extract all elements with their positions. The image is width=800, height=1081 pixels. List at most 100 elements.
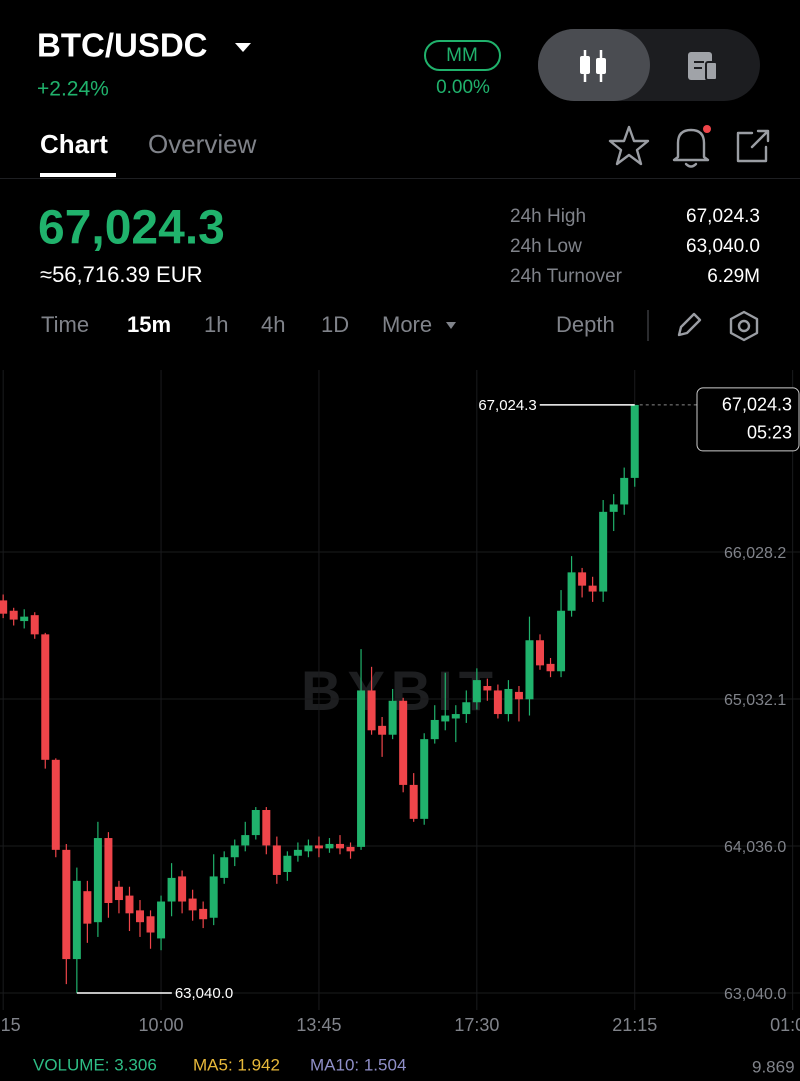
candle-body <box>536 640 544 666</box>
candle-body <box>325 843 334 849</box>
x-tick-label: 6:15 <box>0 1015 21 1035</box>
candle-body <box>83 891 92 924</box>
candle-body <box>104 838 113 903</box>
candle-body <box>314 845 323 849</box>
y-tick-label: 66,028.2 <box>724 545 786 562</box>
candle-body <box>630 404 639 478</box>
interval[interactable]: 4h <box>261 312 285 337</box>
candle-body <box>41 634 50 760</box>
interval[interactable]: More <box>382 312 432 337</box>
candle-body <box>514 691 523 700</box>
candle-body <box>220 857 229 878</box>
more-arrow[interactable] <box>446 322 456 329</box>
candle-body <box>525 640 534 700</box>
stat-label: 24h High <box>510 206 586 227</box>
low-label: 63,040.0 <box>175 985 233 1002</box>
candle-body <box>483 686 492 691</box>
candle-body <box>557 610 566 672</box>
candle-body <box>578 572 587 586</box>
candle-body <box>609 504 618 512</box>
candle-body <box>72 880 81 960</box>
candle-body <box>0 600 8 614</box>
x-tick-label: 01:00 <box>770 1015 800 1035</box>
y-tick-label: 63,040.0 <box>724 986 786 1003</box>
mm-pill[interactable] <box>424 40 501 71</box>
candle-body <box>472 680 481 703</box>
candle-body <box>567 572 576 611</box>
last-price-box <box>696 387 800 452</box>
candle-body <box>125 895 134 914</box>
candle-body <box>378 725 387 735</box>
interval[interactable]: 1h <box>204 312 228 337</box>
alert-dot <box>703 125 711 133</box>
converted-price: ≈56,716.39 EUR <box>40 262 203 287</box>
candle-body <box>293 849 302 856</box>
candle-body <box>146 916 155 933</box>
stat-value: 63,040.0 <box>686 236 760 257</box>
candle-body <box>230 845 239 858</box>
tab-underline <box>40 173 116 177</box>
x-tick-label: 10:00 <box>139 1015 184 1035</box>
candle-body <box>167 877 176 902</box>
y-tick-label: 64,036.0 <box>724 839 786 856</box>
toggle-chart[interactable] <box>538 29 650 101</box>
candle-body <box>346 846 355 852</box>
candle-body <box>367 690 376 731</box>
candle-body <box>409 784 418 819</box>
candle-body <box>262 810 271 846</box>
stat-label: 24h Turnover <box>510 266 623 287</box>
candle-body <box>546 663 555 672</box>
y-tick-label: 65,032.1 <box>724 692 786 709</box>
candle-body <box>620 477 629 505</box>
tab[interactable]: Overview <box>148 129 257 159</box>
interval[interactable]: 15m <box>127 312 171 337</box>
candle-body <box>462 702 471 715</box>
candle-body <box>241 835 250 846</box>
candle-body <box>336 843 344 849</box>
x-tick-label: 21:15 <box>612 1015 657 1035</box>
pair-dropdown[interactable] <box>235 43 251 52</box>
candle-body <box>441 715 450 722</box>
draw-icon[interactable] <box>677 312 702 337</box>
candle-body <box>504 688 513 715</box>
stat-value: 6.29M <box>707 266 760 287</box>
candle-body <box>588 585 597 592</box>
candle-body <box>114 886 123 901</box>
candle-body <box>430 719 439 740</box>
alert-icon[interactable] <box>672 128 710 168</box>
candle-body <box>9 610 18 620</box>
candle-body <box>493 690 502 715</box>
interval[interactable]: 1D <box>321 312 349 337</box>
candle-body <box>157 901 166 939</box>
candle-body <box>599 511 608 592</box>
volume-axis-max: 9.869 <box>752 1057 795 1076</box>
interval[interactable]: Time <box>41 312 89 337</box>
stat-value: 67,024.3 <box>686 206 760 227</box>
favorite-icon[interactable] <box>608 125 650 166</box>
candle-body <box>304 845 313 852</box>
candle-body <box>136 910 144 923</box>
candle-body <box>420 739 429 819</box>
last-price: 67,024.3 <box>38 202 225 255</box>
change: +2.24% <box>37 78 109 101</box>
toggle-book[interactable] <box>688 52 718 81</box>
watermark: BYBIT <box>301 659 499 722</box>
ma10-label: MA10: 1.504 <box>310 1055 406 1074</box>
candle-body <box>188 898 197 911</box>
settings-icon[interactable] <box>729 310 759 342</box>
settings-icon-core <box>737 319 751 333</box>
ma5-label: MA5: 1.942 <box>193 1055 280 1074</box>
candle-icon <box>580 50 606 82</box>
mm-label[interactable]: MM <box>446 45 478 66</box>
tab[interactable]: Chart <box>40 129 108 159</box>
chart: BYBIT 63,040.0 64,036.0 65,032.1 66,028.2 6:1… <box>0 370 800 1035</box>
pair[interactable]: BTC/USDC <box>37 27 208 64</box>
candle-body <box>209 876 218 918</box>
stat-label: 24h Low <box>510 236 582 257</box>
candle-body <box>251 810 260 836</box>
depth[interactable]: Depth <box>556 312 615 337</box>
share-icon[interactable] <box>736 129 770 163</box>
